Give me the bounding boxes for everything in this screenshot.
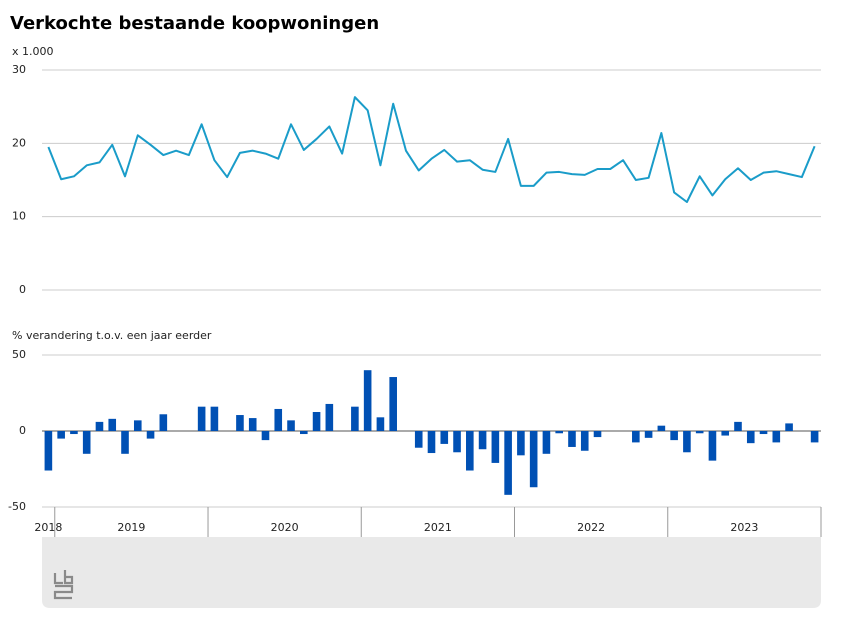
x-tick-label: 2020 (271, 521, 299, 534)
bar (453, 431, 461, 453)
y-tick-label: 50 (12, 348, 26, 361)
bar (236, 415, 244, 431)
bar (517, 431, 525, 456)
y-tick-label: 20 (12, 136, 26, 149)
bar (670, 431, 678, 441)
x-tick-label: 2019 (117, 521, 145, 534)
y-axis-label: % verandering t.o.v. een jaar eerder (12, 329, 212, 342)
bar (44, 431, 53, 471)
bar (376, 417, 385, 431)
x-tick-label: 2021 (424, 521, 452, 534)
bar (491, 431, 500, 463)
bar (108, 418, 117, 431)
bar (427, 431, 436, 454)
bar (133, 420, 142, 431)
bar (389, 377, 397, 431)
bar (440, 431, 449, 444)
bar (695, 431, 704, 434)
bar (95, 421, 104, 431)
bar (683, 431, 691, 453)
logo (53, 570, 74, 600)
bar (555, 431, 564, 434)
bar (210, 406, 219, 431)
bar (657, 425, 666, 431)
y-axis-label: x 1.000 (12, 45, 54, 58)
bar (159, 414, 168, 431)
bar (261, 431, 270, 441)
bar (734, 421, 742, 431)
bar (529, 431, 538, 488)
bar (580, 431, 589, 451)
y-tick-label: 0 (19, 424, 26, 437)
x-tick-label: 2023 (730, 521, 758, 534)
bar (82, 431, 91, 454)
chart-title: Verkochte bestaande koopwoningen (10, 13, 379, 34)
bar (746, 431, 755, 444)
bar (759, 431, 768, 435)
y-tick-label: -50 (8, 500, 26, 513)
bar (542, 431, 551, 454)
bar (721, 431, 730, 436)
bar (299, 431, 308, 435)
bar (287, 420, 295, 431)
x-tick-label: 2022 (577, 521, 605, 534)
bar (70, 431, 78, 435)
bar (466, 431, 474, 471)
bar (197, 406, 206, 431)
footer (42, 537, 821, 608)
bar (121, 431, 129, 454)
bar (478, 431, 487, 450)
bar (593, 431, 602, 438)
x-tick-label: 2018 (34, 521, 62, 534)
bar (248, 418, 257, 431)
y-tick-label: 10 (12, 210, 26, 223)
bar (632, 431, 640, 443)
bar (785, 423, 793, 431)
bar (351, 406, 359, 431)
bar (274, 408, 283, 431)
bar (325, 403, 334, 431)
bar (810, 431, 819, 443)
bar (644, 431, 653, 438)
bar (568, 431, 576, 447)
bar (146, 431, 155, 439)
bar (504, 431, 512, 495)
y-tick-label: 0 (19, 283, 26, 296)
line (47, 96, 816, 203)
bar (414, 431, 423, 448)
y-tick-label: 30 (12, 63, 26, 76)
bar (363, 370, 372, 431)
bar (708, 431, 717, 461)
bar (57, 431, 65, 439)
bar (312, 412, 321, 431)
bar (772, 431, 781, 443)
